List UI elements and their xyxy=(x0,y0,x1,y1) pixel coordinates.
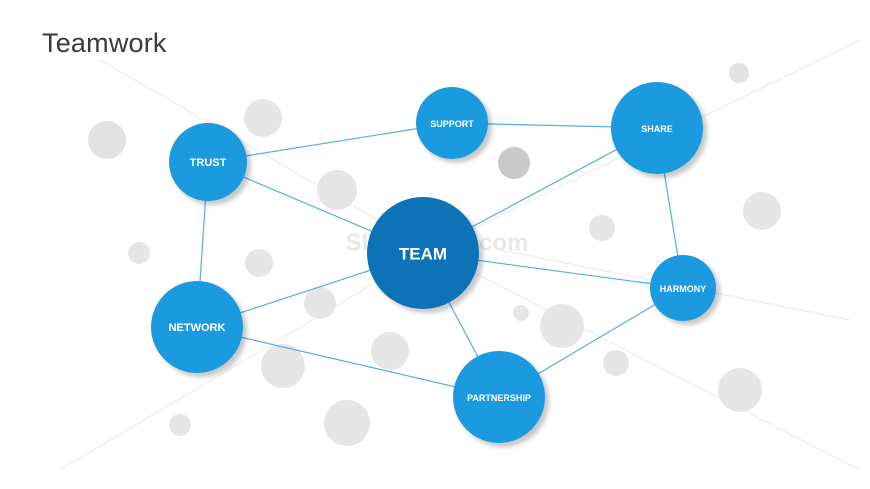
node-support: SUPPORT xyxy=(416,87,488,159)
background-bubble xyxy=(729,63,749,83)
background-bubble xyxy=(324,400,370,446)
slide-title: Teamwork xyxy=(42,28,167,58)
background-bubbles xyxy=(88,63,781,446)
background-bubble xyxy=(317,170,357,210)
background-bubble xyxy=(304,287,336,319)
background-bubble xyxy=(589,215,615,241)
node-circle xyxy=(169,123,247,201)
background-bubble xyxy=(498,147,530,179)
link-network-partnership xyxy=(196,326,500,398)
background-bubble xyxy=(88,121,126,159)
node-circle xyxy=(367,197,479,309)
node-label: SHARE xyxy=(641,124,673,134)
node-circle xyxy=(650,255,716,321)
node-label: TEAM xyxy=(399,245,447,264)
node-circle xyxy=(611,82,703,174)
background-bubble xyxy=(371,332,409,370)
background-bubble xyxy=(244,99,282,137)
background-bubble xyxy=(540,304,584,348)
background-bubble xyxy=(245,249,273,277)
node-label: PARTNERSHIP xyxy=(467,393,531,403)
background-bubble xyxy=(743,192,781,230)
node-network: NETWORK xyxy=(151,281,243,373)
node-share: SHARE xyxy=(611,82,703,174)
background-line xyxy=(59,249,431,471)
background-bubble xyxy=(603,350,629,376)
node-circle xyxy=(416,87,488,159)
background-bubble xyxy=(128,242,150,264)
link-trust-support xyxy=(207,122,453,163)
node-label: TRUST xyxy=(190,157,227,169)
node-circle xyxy=(151,281,243,373)
background-bubble xyxy=(261,344,305,388)
node-circle xyxy=(453,351,545,443)
background-bubble xyxy=(169,414,191,436)
node-trust: TRUST xyxy=(169,123,247,201)
background-bubble xyxy=(718,368,762,412)
node-team: TEAM xyxy=(367,197,479,309)
node-partnership: PARTNERSHIP xyxy=(453,351,545,443)
node-harmony: HARMONY xyxy=(650,255,716,321)
node-label: HARMONY xyxy=(660,284,707,294)
background-line xyxy=(99,59,431,251)
node-label: NETWORK xyxy=(169,322,226,334)
background-bubble xyxy=(513,305,529,321)
background-line xyxy=(429,249,861,471)
node-label: SUPPORT xyxy=(430,119,474,129)
